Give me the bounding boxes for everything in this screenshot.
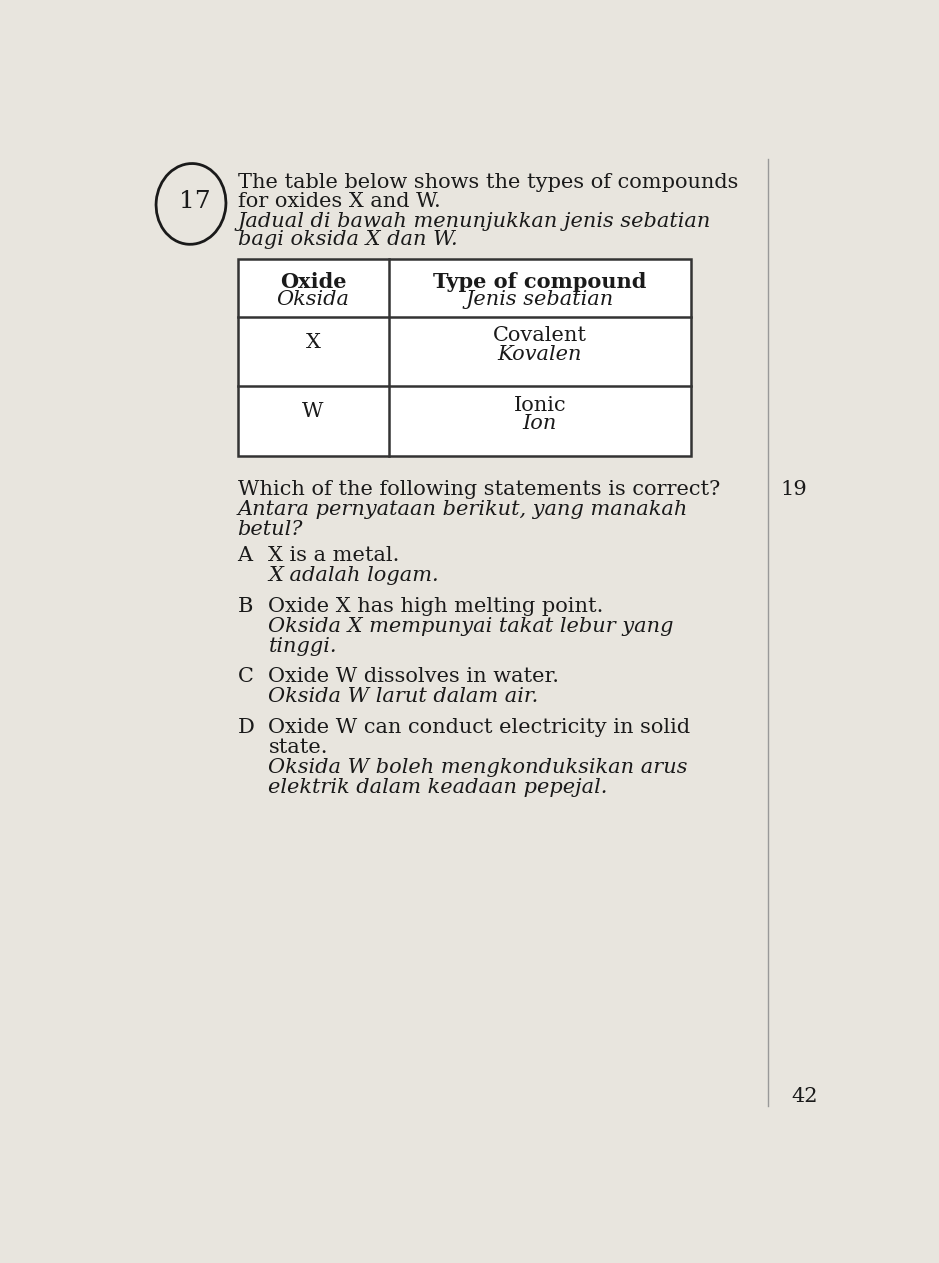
Text: 19: 19 (780, 480, 807, 499)
Text: A: A (238, 546, 253, 565)
Text: Ionic: Ionic (514, 395, 566, 414)
Bar (238, 259, 691, 456)
Text: X adalah logam.: X adalah logam. (269, 566, 439, 585)
Text: Jenis sebatian: Jenis sebatian (466, 290, 614, 309)
Text: The table below shows the types of compounds: The table below shows the types of compo… (238, 173, 738, 192)
Text: W: W (302, 402, 324, 421)
Text: elektrik dalam keadaan pepejal.: elektrik dalam keadaan pepejal. (269, 778, 608, 797)
Bar (238, 259, 691, 456)
Text: betul?: betul? (238, 520, 303, 539)
Text: C: C (238, 667, 254, 687)
Text: Type of compound: Type of compound (433, 272, 646, 292)
Text: Oxide W can conduct electricity in solid: Oxide W can conduct electricity in solid (269, 719, 690, 738)
Text: X is a metal.: X is a metal. (269, 546, 400, 565)
Text: Which of the following statements is correct?: Which of the following statements is cor… (238, 480, 720, 499)
Text: Antara pernyataan berikut, yang manakah: Antara pernyataan berikut, yang manakah (238, 500, 688, 519)
Text: Oxide: Oxide (280, 272, 346, 292)
Text: Oxide X has high melting point.: Oxide X has high melting point. (269, 596, 604, 615)
Text: 42: 42 (792, 1087, 818, 1106)
Text: bagi oksida X dan W.: bagi oksida X dan W. (238, 230, 457, 249)
Text: B: B (238, 596, 253, 615)
Text: Oksida X mempunyai takat lebur yang: Oksida X mempunyai takat lebur yang (269, 616, 674, 635)
Text: Ion: Ion (523, 414, 557, 433)
Text: Oksida: Oksida (277, 290, 349, 309)
Text: Covalent: Covalent (493, 326, 587, 345)
Text: 17: 17 (179, 191, 210, 213)
Text: D: D (238, 719, 254, 738)
Text: Oksida W larut dalam air.: Oksida W larut dalam air. (269, 687, 539, 706)
Text: for oxides X and W.: for oxides X and W. (238, 192, 440, 211)
Text: Jadual di bawah menunjukkan jenis sebatian: Jadual di bawah menunjukkan jenis sebati… (238, 212, 711, 231)
Text: state.: state. (269, 739, 328, 758)
Text: X: X (305, 332, 320, 351)
Text: tinggi.: tinggi. (269, 637, 337, 655)
Text: Oksida W boleh mengkonduksikan arus: Oksida W boleh mengkonduksikan arus (269, 758, 688, 777)
Text: Oxide W dissolves in water.: Oxide W dissolves in water. (269, 667, 560, 687)
Text: Kovalen: Kovalen (498, 345, 582, 364)
